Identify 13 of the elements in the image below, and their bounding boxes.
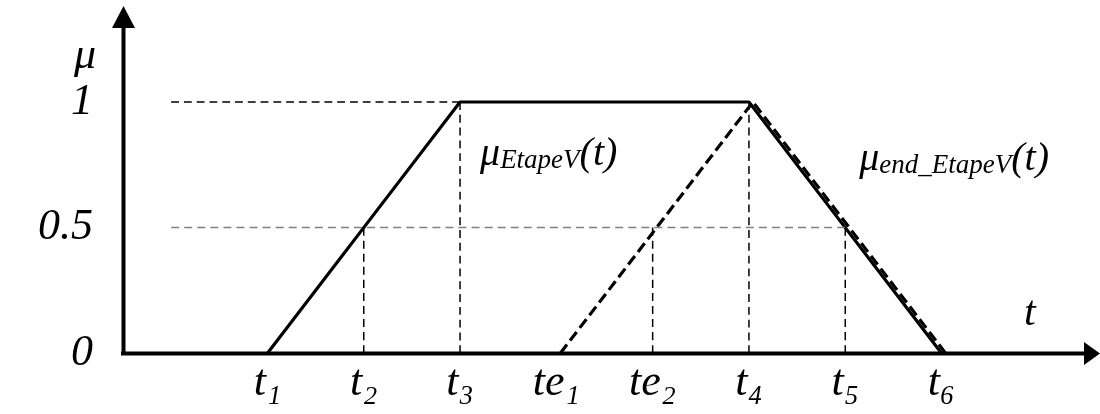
x-tick-label: t₂ bbox=[349, 356, 378, 406]
x-tick-label: t₁ bbox=[253, 356, 282, 406]
x-tick-label: t₆ bbox=[927, 356, 956, 406]
x-tick-label: t₃ bbox=[446, 356, 474, 406]
series-label: μEtapeV(t) bbox=[479, 129, 618, 175]
x-tick-label: te₁ bbox=[532, 356, 580, 406]
y-tick-label: 0 bbox=[71, 325, 93, 375]
x-tick-label: te₂ bbox=[629, 356, 677, 406]
x-tick-label: t₄ bbox=[735, 356, 763, 406]
x-axis-title: t bbox=[1024, 288, 1037, 335]
y-tick-label: 0.5 bbox=[38, 200, 93, 250]
x-tick-label: t₅ bbox=[831, 356, 860, 406]
series-label: μend_EtapeV(t) bbox=[858, 133, 1050, 179]
